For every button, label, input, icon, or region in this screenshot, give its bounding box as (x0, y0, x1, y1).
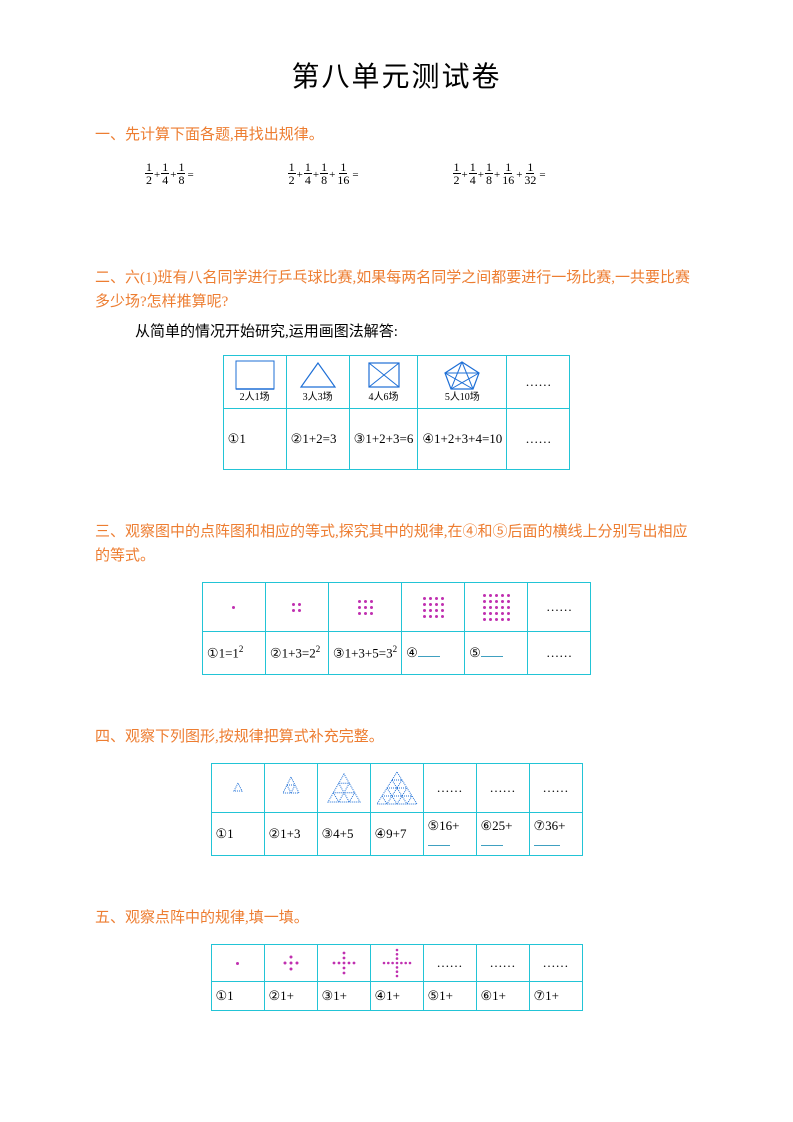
q3-table: …… ①1=12 ②1+3=22 ③1+3+5=32 ④ ⑤ …… (202, 582, 591, 675)
q3-ellipsis-top: …… (528, 583, 591, 632)
q5-cell-6: ⑥1+ (476, 982, 529, 1011)
q3-cell-4: ④ (402, 632, 465, 675)
q2-cell-2: ②1+2=3 (286, 409, 349, 470)
q4-cell-5: ⑤16+ (423, 813, 476, 856)
q1-expr3: 12+ 14+ 18+ 116+ 132= (453, 161, 546, 186)
q3-dots-3 (328, 583, 401, 632)
q3-cell-5: ⑤ (465, 632, 528, 675)
q5-dots-4 (370, 945, 423, 982)
q4-tri-1 (211, 764, 264, 813)
q4-heading: 四、观察下列图形,按规律把算式补充完整。 (95, 725, 698, 749)
q1-heading: 一、先计算下面各题,再找出规律。 (95, 123, 698, 147)
q4-cell-4: ④9+7 (370, 813, 423, 856)
q5-ell-b: …… (476, 945, 529, 982)
q2-heading: 二、六(1)班有八名同学进行乒乓球比赛,如果每两名同学之间都要进行一场比赛,一共… (95, 266, 698, 314)
q3-cell-6: …… (528, 632, 591, 675)
q2-subtext: 从简单的情况开始研究,运用画图法解答: (135, 320, 698, 341)
q1-expressions: 12+ 14+ 18= 12+ 14+ 18+ 116= 12+ 14+ 18+… (145, 161, 698, 186)
q5-heading: 五、观察点阵中的规律,填一填。 (95, 906, 698, 930)
q4-cell-3: ③4+5 (317, 813, 370, 856)
q4-cell-6: ⑥25+ (476, 813, 529, 856)
q4-tri-3 (317, 764, 370, 813)
q2-fig-3p: 3人3场 (286, 356, 349, 409)
q2-cell-5: …… (507, 409, 570, 470)
q3-dots-5 (465, 583, 528, 632)
q2-fig-4p: 4人6场 (349, 356, 418, 409)
q3-heading: 三、观察图中的点阵图和相应的等式,探究其中的规律,在④和⑤后面的横线上分别写出相… (95, 520, 698, 568)
q5-cell-1: ①1 (211, 982, 264, 1011)
q5-table: …… …… …… ①1 ②1+ ③1+ ④1+ ⑤1+ ⑥1+ ⑦1+ (211, 944, 583, 1011)
q5-cell-3: ③1+ (317, 982, 370, 1011)
q5-dots-3 (317, 945, 370, 982)
q2-fig-2p: 2人1场 (223, 356, 286, 409)
q5-cell-2: ②1+ (264, 982, 317, 1011)
q4-table: …… …… …… ①1 ②1+3 ③4+5 ④9+7 ⑤16+ ⑥25+ ⑦36… (211, 763, 583, 856)
q2-fig-5p: 5人10场 (418, 356, 507, 409)
q4-cell-1: ①1 (211, 813, 264, 856)
q5-cell-7: ⑦1+ (529, 982, 582, 1011)
q5-dots-2 (264, 945, 317, 982)
q3-cell-3: ③1+3+5=32 (328, 632, 401, 675)
q3-dots-4 (402, 583, 465, 632)
q5-ell-c: …… (529, 945, 582, 982)
q2-ellipsis-top: …… (507, 356, 570, 409)
q3-cell-1: ①1=12 (202, 632, 265, 675)
q4-cell-7: ⑦36+ (529, 813, 582, 856)
q2-cell-1: ①1 (223, 409, 286, 470)
q3-dots-2 (265, 583, 328, 632)
q4-tri-2 (264, 764, 317, 813)
q5-ell-a: …… (423, 945, 476, 982)
q4-tri-4 (370, 764, 423, 813)
q5-cell-5: ⑤1+ (423, 982, 476, 1011)
q2-cell-3: ③1+2+3=6 (349, 409, 418, 470)
q1-expr2: 12+ 14+ 18+ 116= (288, 161, 359, 186)
q5-dots-1 (211, 945, 264, 982)
q4-ell-a: …… (423, 764, 476, 813)
q3-cell-2: ②1+3=22 (265, 632, 328, 675)
q5-cell-4: ④1+ (370, 982, 423, 1011)
q2-cell-4: ④1+2+3+4=10 (418, 409, 507, 470)
q3-dots-1 (202, 583, 265, 632)
page: 第八单元测试卷 一、先计算下面各题,再找出规律。 12+ 14+ 18= 12+… (0, 0, 793, 1101)
q4-ell-b: …… (476, 764, 529, 813)
q2-table: 2人1场 3人3场 4人6场 (223, 355, 571, 470)
page-title: 第八单元测试卷 (95, 55, 698, 95)
q4-cell-2: ②1+3 (264, 813, 317, 856)
q1-expr1: 12+ 14+ 18= (145, 161, 194, 186)
q4-ell-c: …… (529, 764, 582, 813)
